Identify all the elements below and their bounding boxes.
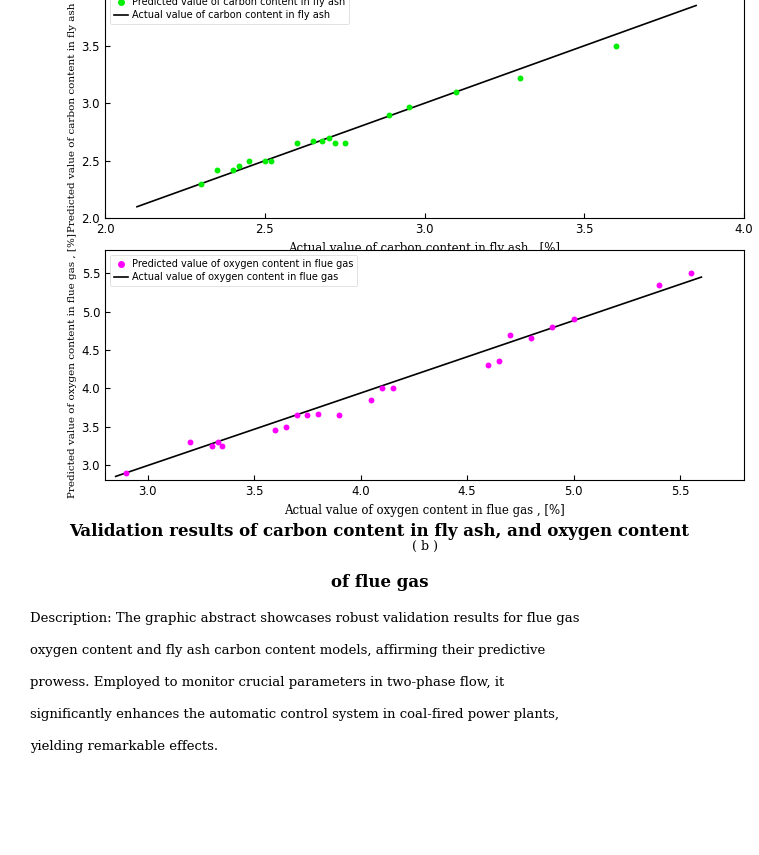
Point <box>504 327 516 341</box>
Point <box>450 85 462 98</box>
Text: Validation results of carbon content in fly ash, and oxygen content: Validation results of carbon content in … <box>70 522 689 540</box>
Point <box>329 137 341 150</box>
Point <box>211 163 223 177</box>
Point <box>610 39 622 53</box>
Point <box>386 381 398 395</box>
Y-axis label: Predicted value of oxygen content in flue gas , [%]: Predicted value of oxygen content in flu… <box>68 233 77 498</box>
Text: of flue gas: of flue gas <box>331 574 428 591</box>
Point <box>312 407 324 421</box>
X-axis label: Actual value of oxygen content in flue gas , [%]: Actual value of oxygen content in flue g… <box>284 504 565 516</box>
Point <box>482 358 494 372</box>
Point <box>291 137 303 150</box>
Text: ( b ): ( b ) <box>411 540 437 553</box>
Point <box>212 435 224 449</box>
Point <box>233 160 245 174</box>
Point <box>568 312 580 326</box>
Point <box>216 439 228 452</box>
Text: Description: The graphic abstract showcases robust validation results for flue g: Description: The graphic abstract showca… <box>30 612 580 625</box>
Point <box>653 278 665 292</box>
Point <box>301 408 313 422</box>
Point <box>323 131 335 144</box>
Point <box>515 71 527 85</box>
Legend: Predicted value of oxygen content in flue gas, Actual value of oxygen content in: Predicted value of oxygen content in flu… <box>110 255 357 286</box>
Point <box>269 423 282 437</box>
Point <box>383 108 395 121</box>
Text: prowess. Employed to monitor crucial parameters in two-phase flow, it: prowess. Employed to monitor crucial par… <box>30 676 505 689</box>
Point <box>376 381 388 395</box>
Point <box>365 393 377 407</box>
Point <box>265 154 277 168</box>
Point <box>227 163 239 177</box>
Point <box>184 435 197 449</box>
Point <box>291 408 303 422</box>
X-axis label: Actual value of carbon content in fly ash , [%]: Actual value of carbon content in fly as… <box>288 242 560 255</box>
Point <box>259 154 271 168</box>
Point <box>493 355 505 369</box>
Point <box>195 177 207 191</box>
Point <box>546 320 559 333</box>
Text: oxygen content and fly ash carbon content models, affirming their predictive: oxygen content and fly ash carbon conten… <box>30 645 546 657</box>
Point <box>339 137 351 150</box>
Legend: Predicted value of carbon content in fly ash, Actual value of carbon content in : Predicted value of carbon content in fly… <box>110 0 349 24</box>
Text: ( a ): ( a ) <box>412 278 437 291</box>
Point <box>120 466 132 480</box>
Y-axis label: Predicted value of carbon content in fly ash , [%]: Predicted value of carbon content in fly… <box>68 0 77 232</box>
Text: yielding remarkable effects.: yielding remarkable effects. <box>30 740 219 753</box>
Point <box>280 420 292 433</box>
Point <box>317 134 329 148</box>
Point <box>243 154 255 168</box>
Point <box>307 134 319 148</box>
Text: significantly enhances the automatic control system in coal-fired power plants,: significantly enhances the automatic con… <box>30 708 559 722</box>
Point <box>525 332 537 345</box>
Point <box>206 439 218 452</box>
Point <box>333 408 345 422</box>
Point <box>402 100 414 114</box>
Point <box>685 267 697 280</box>
